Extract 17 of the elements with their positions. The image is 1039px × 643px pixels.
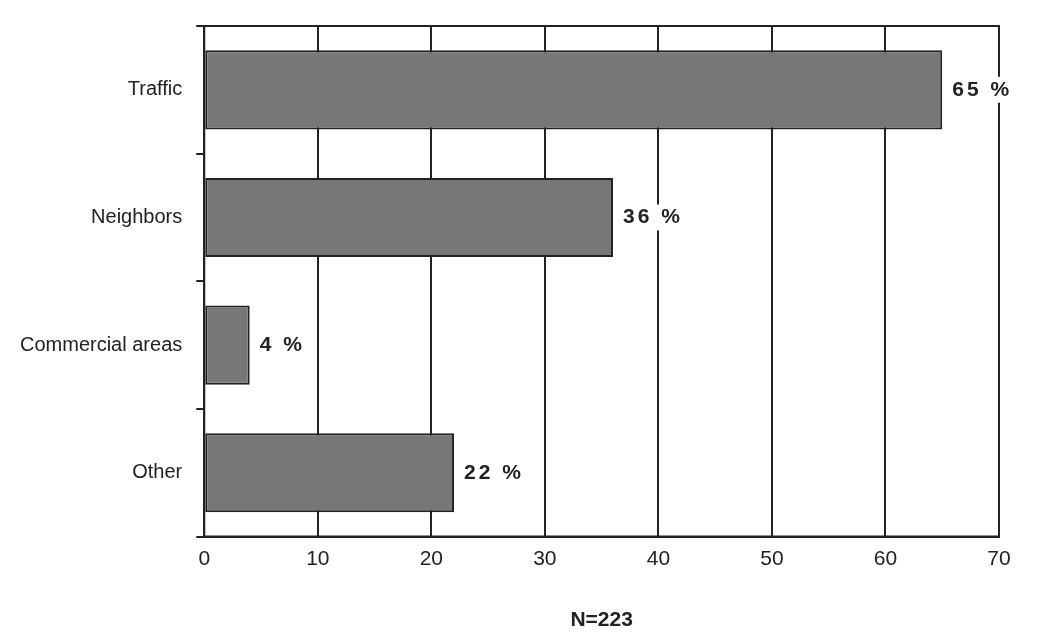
x-tick-label: 0	[198, 546, 211, 569]
x-tick-label: 10	[306, 546, 330, 569]
x-axis-title: N=223	[570, 607, 633, 631]
x-tick-label: 70	[987, 546, 1011, 569]
x-tick-label: 60	[873, 546, 898, 569]
x-tick-label: 20	[419, 546, 444, 569]
x-tick-label: 50	[760, 546, 784, 569]
data-label: 36 %	[622, 204, 683, 228]
data-label: 65 %	[952, 76, 1013, 100]
x-tick-label: 30	[533, 546, 557, 569]
y-tick-label: Commercial areas	[20, 332, 183, 355]
data-label: 22 %	[464, 459, 524, 483]
y-tick-label: Other	[132, 460, 183, 483]
y-tick-label: Traffic	[127, 77, 183, 100]
data-label: 4 %	[259, 331, 305, 355]
x-tick-label: 40	[646, 546, 671, 569]
y-tick-label: Neighbors	[91, 204, 183, 227]
